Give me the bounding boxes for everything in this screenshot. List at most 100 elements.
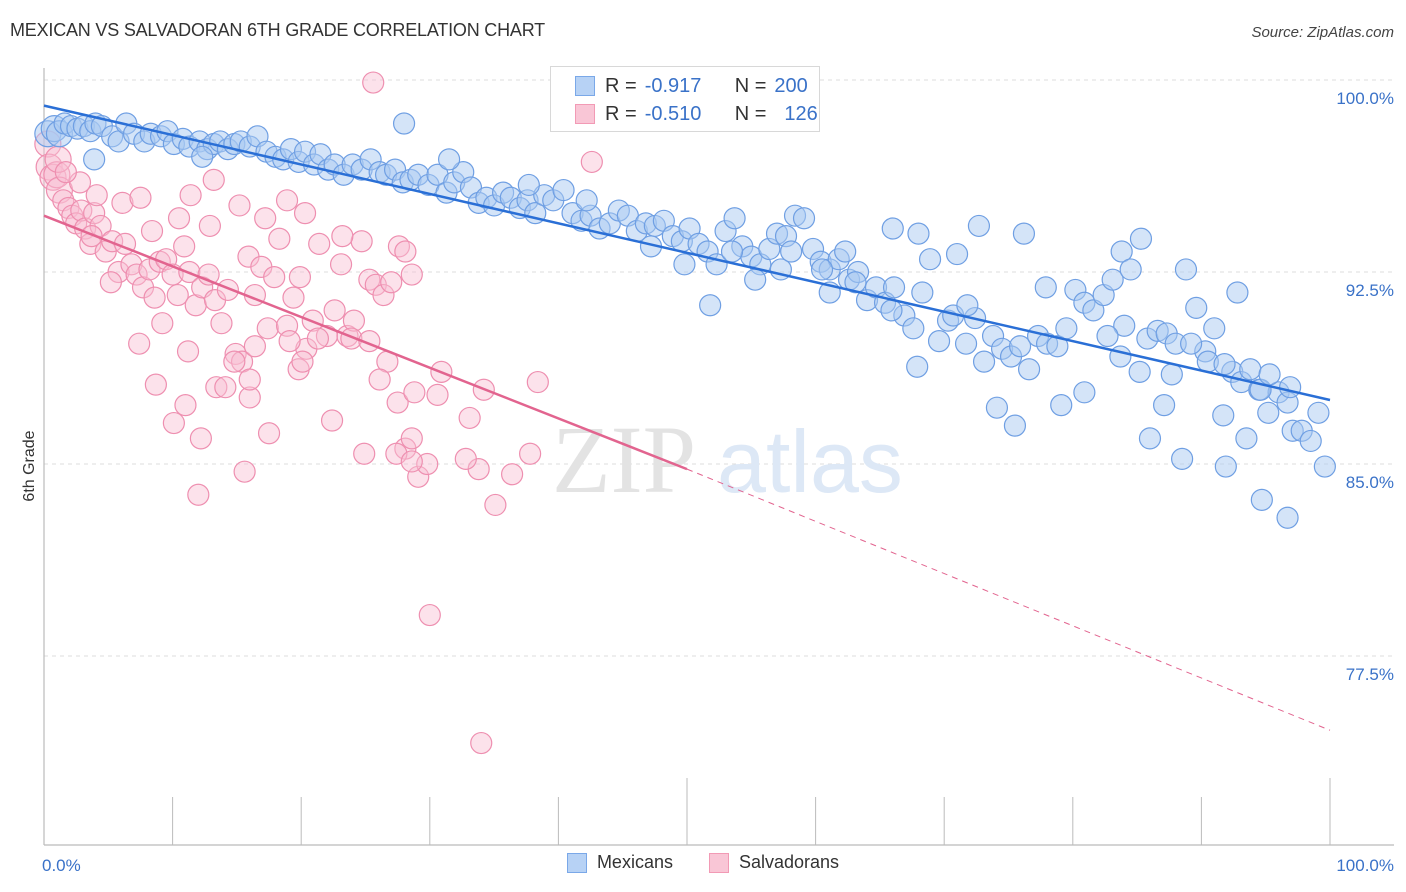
mexicans-point xyxy=(1299,429,1322,453)
mexicans-point xyxy=(1153,394,1176,417)
salvadorans-point xyxy=(519,442,542,465)
salvadorans-point xyxy=(233,460,256,483)
salvadorans-point xyxy=(254,207,277,230)
mexicans-point xyxy=(780,240,803,263)
salvadorans-point xyxy=(394,240,417,263)
salvadorans-points xyxy=(34,71,603,755)
mexicans-point xyxy=(673,253,696,276)
salvadorans-point xyxy=(129,186,152,209)
salvadorans-point xyxy=(323,299,346,322)
r-label: R = xyxy=(605,102,637,125)
mexicans-point xyxy=(985,396,1009,419)
mexicans-point xyxy=(907,222,930,245)
salvadorans-point xyxy=(173,235,196,258)
mexicans-point xyxy=(1250,488,1273,511)
mexicans-point xyxy=(1055,317,1078,340)
mexicans-point xyxy=(956,294,979,317)
mexicans-point xyxy=(744,268,767,291)
salvadorans-point xyxy=(580,150,603,174)
legend-label-mexicans: Mexicans xyxy=(596,852,673,872)
salvadorans-point xyxy=(111,191,134,214)
salvadorans-point xyxy=(403,381,426,404)
salvadorans-point xyxy=(353,442,376,465)
mexicans-trend-line xyxy=(43,104,1331,402)
mexicans-point xyxy=(810,258,834,281)
salvadorans-point xyxy=(120,253,143,276)
salvadorans-point xyxy=(80,225,103,248)
salvadorans-point xyxy=(278,330,301,353)
salvadorans-point xyxy=(400,450,423,473)
series-legend: Mexicans Salvadorans xyxy=(0,852,1406,873)
y-axis-label: 6th Grade xyxy=(21,430,38,501)
salvadorans-point xyxy=(143,286,166,309)
mexicans-point xyxy=(1096,324,1119,348)
salvadorans-point xyxy=(400,263,423,286)
x-tick-label-max: 100.0% xyxy=(1336,856,1394,875)
mexicans-point xyxy=(392,112,416,135)
r-value: -0.917 xyxy=(644,74,702,97)
salvadorans-point xyxy=(223,350,246,373)
salvadorans-point xyxy=(386,391,409,414)
salvadorans-point xyxy=(342,309,366,332)
y-tick-labels: 100.0% 92.5% 85.0% 77.5% xyxy=(1336,89,1394,684)
salvadorans-point xyxy=(426,383,449,406)
mexicans-point xyxy=(1180,332,1203,355)
salvadorans-point xyxy=(268,227,291,250)
mexicans-point xyxy=(1050,394,1073,417)
mexicans-point xyxy=(1307,401,1330,424)
legend-label-salvadorans: Salvadorans xyxy=(738,852,840,872)
mexicans-point xyxy=(1235,427,1258,450)
legend-row-mexicans: R = -0.917 N = 200 xyxy=(575,73,808,99)
salvadorans-trend-extension xyxy=(686,468,1331,731)
mexicans-point xyxy=(1101,268,1124,291)
salvadorans-point xyxy=(275,189,299,212)
salvadorans-point xyxy=(205,376,228,399)
salvadorans-point xyxy=(189,427,212,450)
mexicans-point xyxy=(1034,276,1057,299)
correlation-legend: R = -0.917 N = 200 R = -0.510 N = 126 xyxy=(550,66,820,132)
legend-row-salvadorans: R = -0.510 N = 126 xyxy=(575,101,818,127)
r-label: R = xyxy=(605,74,637,97)
mexicans-point xyxy=(918,248,942,271)
salvadorans-point xyxy=(306,327,330,350)
mexicans-point xyxy=(906,355,929,378)
legend-item-mexicans[interactable]: Mexicans xyxy=(566,852,673,873)
mexicans-point xyxy=(1119,258,1142,281)
mexicans-point xyxy=(1226,281,1249,304)
mexicans-point xyxy=(517,173,540,197)
mexicans-point xyxy=(911,281,934,304)
mexicans-point xyxy=(1279,376,1302,399)
salvadorans-point xyxy=(214,376,237,399)
mexicans-point xyxy=(1313,455,1336,478)
salvadorans-point xyxy=(39,163,67,191)
mexicans-point xyxy=(1012,222,1036,245)
y-tick-label: 77.5% xyxy=(1346,665,1394,684)
salvadorans-point xyxy=(372,283,395,307)
salvadorans-point xyxy=(216,278,239,302)
salvadorans-point xyxy=(140,219,164,243)
salvadorans-point xyxy=(128,332,151,355)
watermark-atlas: atlas xyxy=(717,412,903,511)
salvadorans-point xyxy=(282,286,305,309)
mexicans-swatch xyxy=(575,76,595,96)
salvadorans-point xyxy=(167,207,191,230)
mexicans-point xyxy=(1174,258,1198,281)
legend-item-salvadorans[interactable]: Salvadorans xyxy=(708,852,840,873)
salvadorans-point xyxy=(454,447,477,470)
salvadorans-point xyxy=(85,184,108,207)
mexicans-point xyxy=(1276,506,1299,529)
salvadorans-point xyxy=(320,409,344,432)
salvadorans-point xyxy=(308,232,331,255)
salvadorans-swatch xyxy=(708,852,729,873)
mexicans-point xyxy=(1017,358,1041,381)
mexicans-point xyxy=(1239,358,1262,381)
salvadorans-point xyxy=(340,327,363,350)
mexicans-point xyxy=(1008,335,1032,358)
salvadorans-point xyxy=(526,370,549,394)
y-tick-label: 92.5% xyxy=(1346,281,1394,300)
salvadorans-point xyxy=(54,161,77,184)
mexicans-point xyxy=(834,240,857,263)
mexicans-point xyxy=(437,148,461,171)
salvadorans-point xyxy=(243,335,267,358)
